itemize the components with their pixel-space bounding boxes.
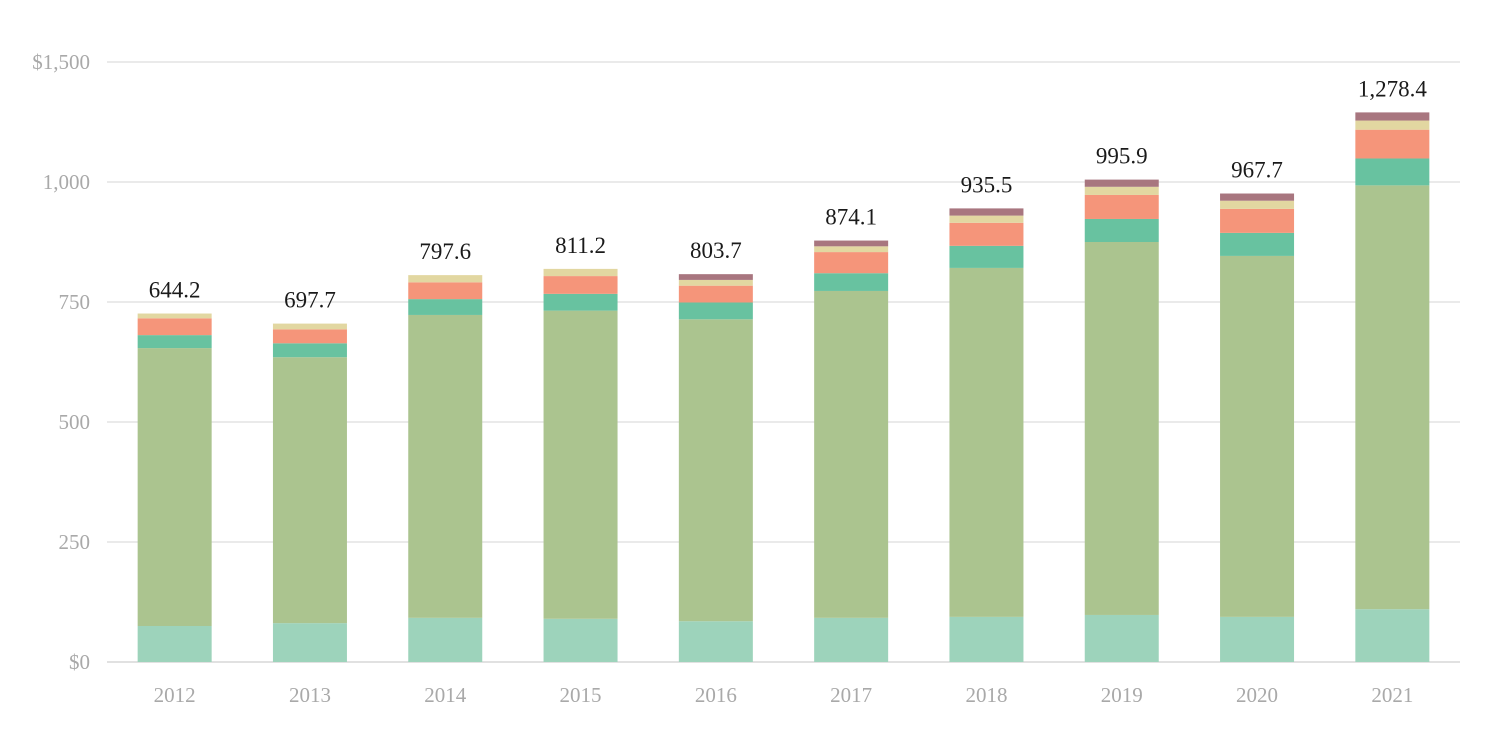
bar-segment-2017-0 xyxy=(814,617,889,662)
bar-segment-2019-5 xyxy=(1084,179,1159,187)
bar-segment-2015-1 xyxy=(543,310,618,619)
y-tick-label: 500 xyxy=(59,410,91,434)
total-label: 995.9 xyxy=(1096,144,1148,169)
bar-segment-2019-1 xyxy=(1084,242,1159,615)
bar-segment-2014-0 xyxy=(408,617,483,662)
bar-segment-2021-2 xyxy=(1355,158,1430,186)
total-label: 967.7 xyxy=(1231,158,1283,183)
bar-segment-2020-1 xyxy=(1220,255,1295,617)
total-label: 1,278.4 xyxy=(1358,76,1428,101)
total-label: 935.5 xyxy=(961,172,1013,197)
bar-segment-2015-3 xyxy=(543,276,618,294)
bar-segment-2012-3 xyxy=(137,318,212,336)
x-tick-label: 2012 xyxy=(154,683,196,707)
total-label: 797.6 xyxy=(419,239,471,264)
bar-segment-2013-4 xyxy=(272,323,347,330)
bar-segment-2015-0 xyxy=(543,618,618,662)
bar-segment-2012-4 xyxy=(137,313,212,319)
total-label: 697.7 xyxy=(284,288,336,313)
bar-segment-2019-2 xyxy=(1084,218,1159,242)
bar-segment-2016-0 xyxy=(678,621,753,662)
bar-segment-2017-3 xyxy=(814,252,889,274)
bar-segment-2021-3 xyxy=(1355,129,1430,159)
x-axis-labels: 2012 2013 2014 2015 2016 2017 2018 2019 2020 2021 xyxy=(154,683,1414,707)
bar-segment-2018-1 xyxy=(949,267,1024,617)
bar-segment-2018-4 xyxy=(949,215,1024,223)
bar-segment-2016-1 xyxy=(678,319,753,622)
bar-segment-2018-3 xyxy=(949,222,1024,246)
bar-segment-2016-2 xyxy=(678,302,753,320)
x-tick-label: 2020 xyxy=(1236,683,1278,707)
bar-segment-2016-5 xyxy=(678,274,753,280)
bar-segment-2020-5 xyxy=(1220,193,1295,201)
x-tick-label: 2019 xyxy=(1101,683,1143,707)
y-tick-label: 1,000 xyxy=(43,170,90,194)
bar-segment-2014-4 xyxy=(408,275,483,283)
y-tick-label: 250 xyxy=(59,530,91,554)
bar-segment-2014-2 xyxy=(408,299,483,315)
bar-segment-2020-3 xyxy=(1220,208,1295,233)
total-labels: 644.2 697.7 797.6 811.2 803.7 874.1 935.5 995.9… xyxy=(149,76,1428,312)
x-tick-label: 2013 xyxy=(289,683,331,707)
bar-segment-2019-4 xyxy=(1084,186,1159,195)
bar-segment-2012-1 xyxy=(137,348,212,626)
bar-segment-2013-1 xyxy=(272,357,347,624)
bar-segment-2012-0 xyxy=(137,626,212,662)
bar-segment-2018-0 xyxy=(949,616,1024,662)
bar-segment-2017-4 xyxy=(814,246,889,253)
bar-segment-2018-2 xyxy=(949,245,1024,268)
bar-segment-2014-3 xyxy=(408,282,483,300)
bar-segment-2014-1 xyxy=(408,314,483,618)
x-tick-label: 2021 xyxy=(1371,683,1413,707)
y-tick-label: 750 xyxy=(59,290,91,314)
total-label: 811.2 xyxy=(555,233,606,258)
bar-segment-2019-0 xyxy=(1084,614,1159,662)
x-tick-label: 2018 xyxy=(965,683,1007,707)
bars xyxy=(137,112,1430,662)
bar-segment-2020-4 xyxy=(1220,200,1295,209)
bar-segment-2016-4 xyxy=(678,279,753,286)
bar-segment-2017-1 xyxy=(814,290,889,618)
y-axis-labels: $0 250 500 750 1,000 $1,500 xyxy=(32,50,90,674)
bar-segment-2017-5 xyxy=(814,240,889,247)
bar-segment-2016-3 xyxy=(678,285,753,303)
bar-segment-2021-0 xyxy=(1355,609,1430,662)
bar-segment-2021-4 xyxy=(1355,120,1430,130)
bar-segment-2013-3 xyxy=(272,329,347,344)
x-tick-label: 2016 xyxy=(695,683,737,707)
y-tick-label: $1,500 xyxy=(32,50,90,74)
bar-segment-2018-5 xyxy=(949,208,1024,216)
total-label: 874.1 xyxy=(825,205,877,230)
x-tick-label: 2014 xyxy=(424,683,467,707)
x-tick-label: 2015 xyxy=(560,683,602,707)
total-label: 644.2 xyxy=(149,278,201,303)
bar-segment-2015-2 xyxy=(543,293,618,311)
bar-segment-2020-0 xyxy=(1220,616,1295,662)
bar-segment-2021-1 xyxy=(1355,185,1430,610)
bar-segment-2020-2 xyxy=(1220,232,1295,256)
bar-segment-2019-3 xyxy=(1084,194,1159,219)
bar-segment-2013-0 xyxy=(272,623,347,662)
total-label: 803.7 xyxy=(690,238,742,263)
x-tick-label: 2017 xyxy=(830,683,872,707)
y-tick-label: $0 xyxy=(69,650,90,674)
bar-segment-2017-2 xyxy=(814,273,889,291)
bar-segment-2015-4 xyxy=(543,268,618,277)
bar-segment-2021-5 xyxy=(1355,112,1430,121)
bar-segment-2012-2 xyxy=(137,335,212,349)
bar-segment-2013-2 xyxy=(272,343,347,358)
